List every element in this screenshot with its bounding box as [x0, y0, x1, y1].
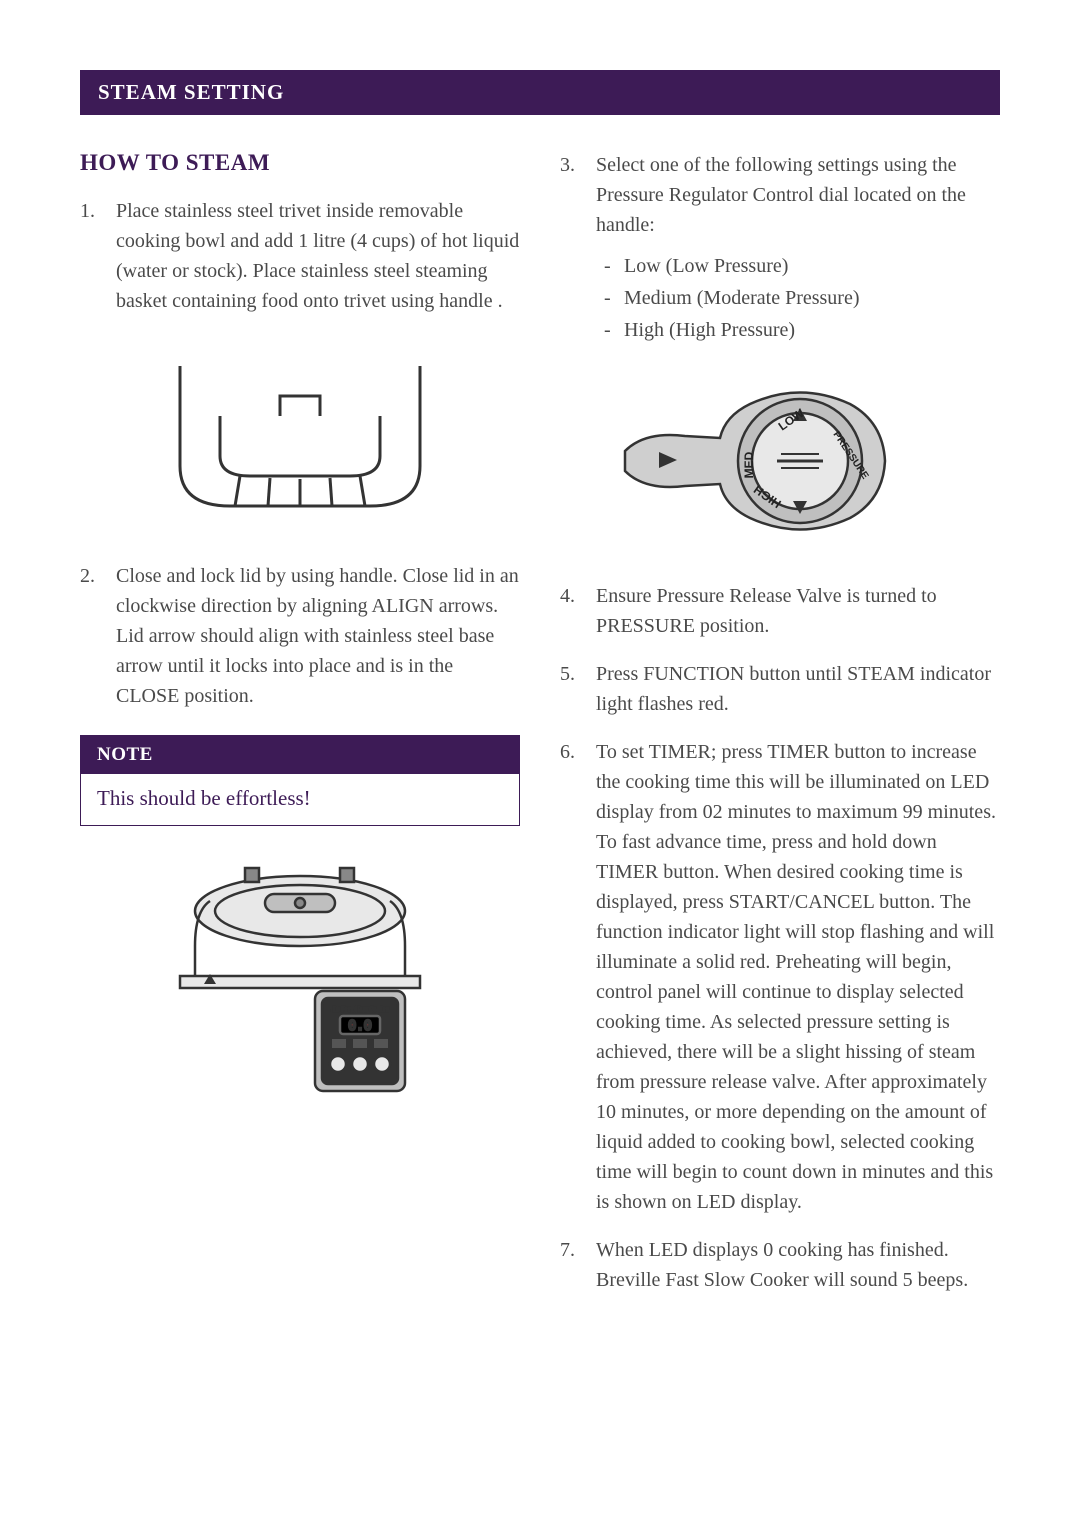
- step-5: Press FUNCTION button until STEAM indica…: [560, 659, 1000, 719]
- step-6: To set TIMER; press TIMER button to incr…: [560, 737, 1000, 1217]
- how-to-steam-heading: HOW TO STEAM: [80, 150, 520, 176]
- step-4: Ensure Pressure Release Valve is turned …: [560, 581, 1000, 641]
- step-7: When LED displays 0 cooking has finished…: [560, 1235, 1000, 1295]
- note-body: This should be effortless!: [81, 774, 519, 825]
- right-column: Select one of the following settings usi…: [560, 150, 1000, 1313]
- setting-low: Low (Low Pressure): [604, 250, 1000, 282]
- step-3: Select one of the following settings usi…: [560, 150, 1000, 346]
- panel-display-text: 0.0: [348, 1019, 371, 1034]
- setting-high: High (High Pressure): [604, 314, 1000, 346]
- bowl-trivet-illustration: [80, 346, 520, 526]
- pressure-settings-list: Low (Low Pressure) Medium (Moderate Pres…: [596, 250, 1000, 346]
- right-step-list-b: Ensure Pressure Release Valve is turned …: [560, 581, 1000, 1295]
- right-step-list-a: Select one of the following settings usi…: [560, 150, 1000, 346]
- step-3-text: Select one of the following settings usi…: [596, 154, 966, 236]
- panel-title-text: the Fast Slow Cooker: [331, 1007, 388, 1013]
- left-step-list-2: Close and lock lid by using handle. Clos…: [80, 561, 520, 711]
- note-header: NOTE: [81, 736, 519, 774]
- dial-illustration: LOW MED HIGH PRESSURE: [560, 376, 1000, 546]
- left-step-list: Place stainless steel trivet inside remo…: [80, 196, 520, 316]
- dial-label-med: MED: [742, 451, 756, 478]
- section-header: STEAM SETTING: [80, 70, 1000, 115]
- left-column: HOW TO STEAM Place stainless steel trive…: [80, 150, 520, 1313]
- note-box: NOTE This should be effortless!: [80, 735, 520, 826]
- step-2: Close and lock lid by using handle. Clos…: [80, 561, 520, 711]
- setting-medium: Medium (Moderate Pressure): [604, 282, 1000, 314]
- step-1: Place stainless steel trivet inside remo…: [80, 196, 520, 316]
- cooker-illustration: the Fast Slow Cooker 0.0: [80, 856, 520, 1096]
- content-columns: HOW TO STEAM Place stainless steel trive…: [80, 150, 1000, 1313]
